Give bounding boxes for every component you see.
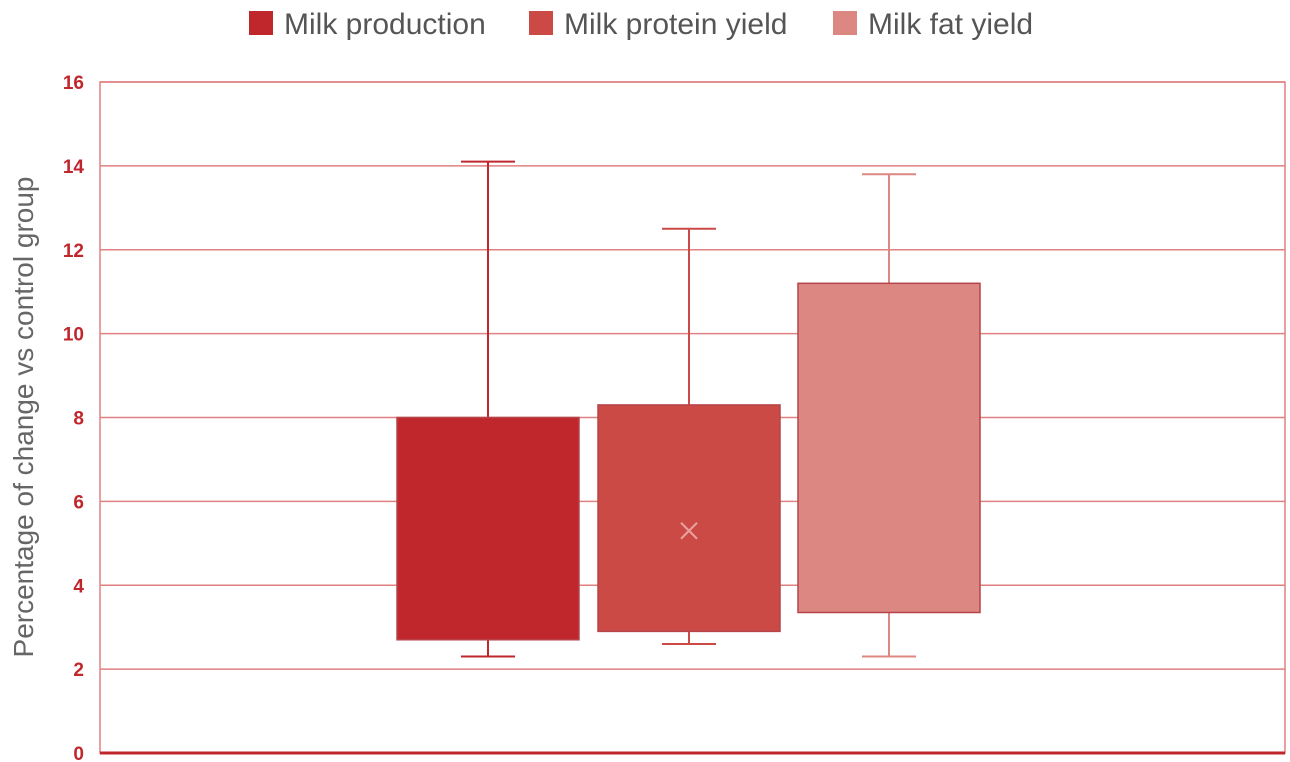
box-1	[597, 227, 781, 645]
y-tick-label-10: 10	[63, 325, 84, 346]
box-0	[396, 160, 580, 658]
y-tick-label-4: 4	[73, 576, 84, 597]
box-body-2	[797, 282, 981, 614]
y-axis-ticks: 0 2 4 6 8 10 12 14 16	[63, 73, 85, 762]
legend: Milk production Milk protein yield Milk fa…	[249, 8, 1033, 41]
legend-swatch-0	[249, 11, 273, 35]
y-tick-label-12: 12	[63, 241, 84, 262]
y-axis-title: Percentage of change vs control group	[8, 177, 39, 658]
box-2	[797, 173, 981, 658]
y-tick-label-8: 8	[73, 409, 84, 430]
mean-marker-b-1	[680, 522, 698, 540]
y-tick-label-14: 14	[63, 157, 85, 178]
box-body-1	[597, 404, 781, 633]
legend-label-0: Milk production	[284, 8, 486, 41]
legend-swatch-1	[529, 11, 553, 35]
y-tick-label-16: 16	[63, 73, 84, 94]
legend-label-1: Milk protein yield	[564, 8, 787, 41]
legend-swatch-2	[833, 11, 857, 35]
y-tick-label-6: 6	[73, 492, 84, 513]
y-tick-label-2: 2	[73, 660, 84, 681]
box-body-0	[396, 416, 580, 641]
y-tick-label-0: 0	[73, 744, 84, 762]
boxes	[396, 160, 981, 658]
legend-label-2: Milk fat yield	[868, 8, 1033, 41]
